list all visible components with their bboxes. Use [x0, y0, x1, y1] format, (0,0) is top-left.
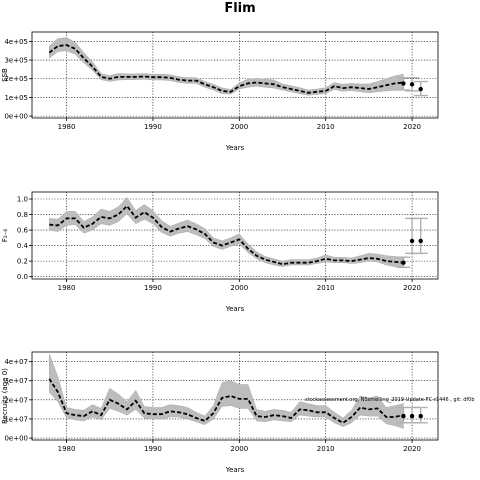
y-tick-label: 4e+07 [4, 358, 28, 366]
x-tick-label: 2000 [230, 123, 248, 131]
y-tick-label: 3e+05 [4, 57, 28, 65]
x-axis-label: Years [225, 305, 245, 313]
y-axis-label: SSB [1, 68, 9, 82]
x-tick-label: 2010 [317, 123, 335, 131]
x-axis-label: Years [225, 144, 245, 152]
x-tick-label: 2020 [403, 445, 421, 453]
estimate-line [48, 378, 404, 424]
y-tick-label: 0.4 [17, 242, 29, 250]
confidence-band [49, 196, 404, 268]
x-tick-label: 1990 [144, 445, 162, 453]
y-axis-label: Recruits (age 0) [1, 368, 9, 424]
fishing-mortality-panel: 1980 1990 2000 2010 2020 0.0 0.2 0.4 0.6 0.8 1.0 Ye… [1, 191, 439, 313]
forecast-point [418, 86, 423, 92]
estimate-line [49, 204, 404, 266]
estimate-line [48, 44, 404, 94]
ssb-panel: 1980 1990 2000 2010 2020 0e+00 1e+05 2e+05 3e+05… [1, 31, 439, 152]
recruitment-panel: 1980 1990 2000 2010 2020 0e+00 1e+07 2e+07 3e+07… [1, 351, 439, 474]
figure-title: Flim [224, 1, 255, 16]
y-tick-label: 1.0 [17, 195, 28, 203]
x-tick-label: 2020 [403, 284, 421, 292]
forecast-point [401, 81, 406, 86]
y-tick-label: 0.2 [17, 258, 28, 266]
y-tick-label: 0.8 [17, 211, 28, 219]
forecast-point [409, 238, 415, 244]
y-tick-label: 0.0 [17, 273, 28, 281]
axes-frame [31, 31, 439, 119]
x-tick-label: 2010 [317, 284, 335, 292]
confidence-band [49, 353, 404, 429]
y-tick-label: 2e+05 [4, 75, 28, 83]
x-tick-label: 2010 [317, 445, 335, 453]
forecast-point [401, 260, 406, 265]
y-tick-label: 1e+07 [4, 415, 28, 423]
axes-frame [31, 191, 439, 280]
forecast-point [418, 238, 423, 244]
forecast-point [418, 413, 423, 419]
x-tick-label: 1990 [144, 123, 162, 131]
forecast-point [401, 413, 406, 419]
y-tick-label: 0e+00 [4, 435, 28, 443]
forecast-point [409, 82, 415, 87]
axes-frame [31, 351, 439, 441]
y-tick-label: 1e+05 [4, 94, 28, 102]
y-tick-label: 2e+07 [4, 396, 28, 404]
y-tick-label: 3e+07 [4, 377, 28, 385]
y-tick-label: 0e+00 [4, 113, 28, 121]
x-tick-label: 1980 [58, 123, 76, 131]
y-axis-label: F₂₋₆ [1, 229, 9, 243]
x-tick-label: 2000 [230, 445, 248, 453]
x-tick-label: 2000 [230, 284, 248, 292]
forecast-point [409, 413, 415, 419]
y-tick-label: 4e+05 [4, 38, 28, 46]
y-tick-label: 0.6 [17, 227, 29, 235]
x-tick-label: 1980 [58, 284, 76, 292]
x-tick-label: 1990 [144, 284, 162, 292]
x-tick-label: 1980 [58, 445, 76, 453]
x-tick-label: 2020 [403, 123, 421, 131]
assessment-annotation: stockassessment.org, NSsmelling_2019-Upd… [305, 397, 475, 403]
x-axis-label: Years [225, 466, 245, 474]
